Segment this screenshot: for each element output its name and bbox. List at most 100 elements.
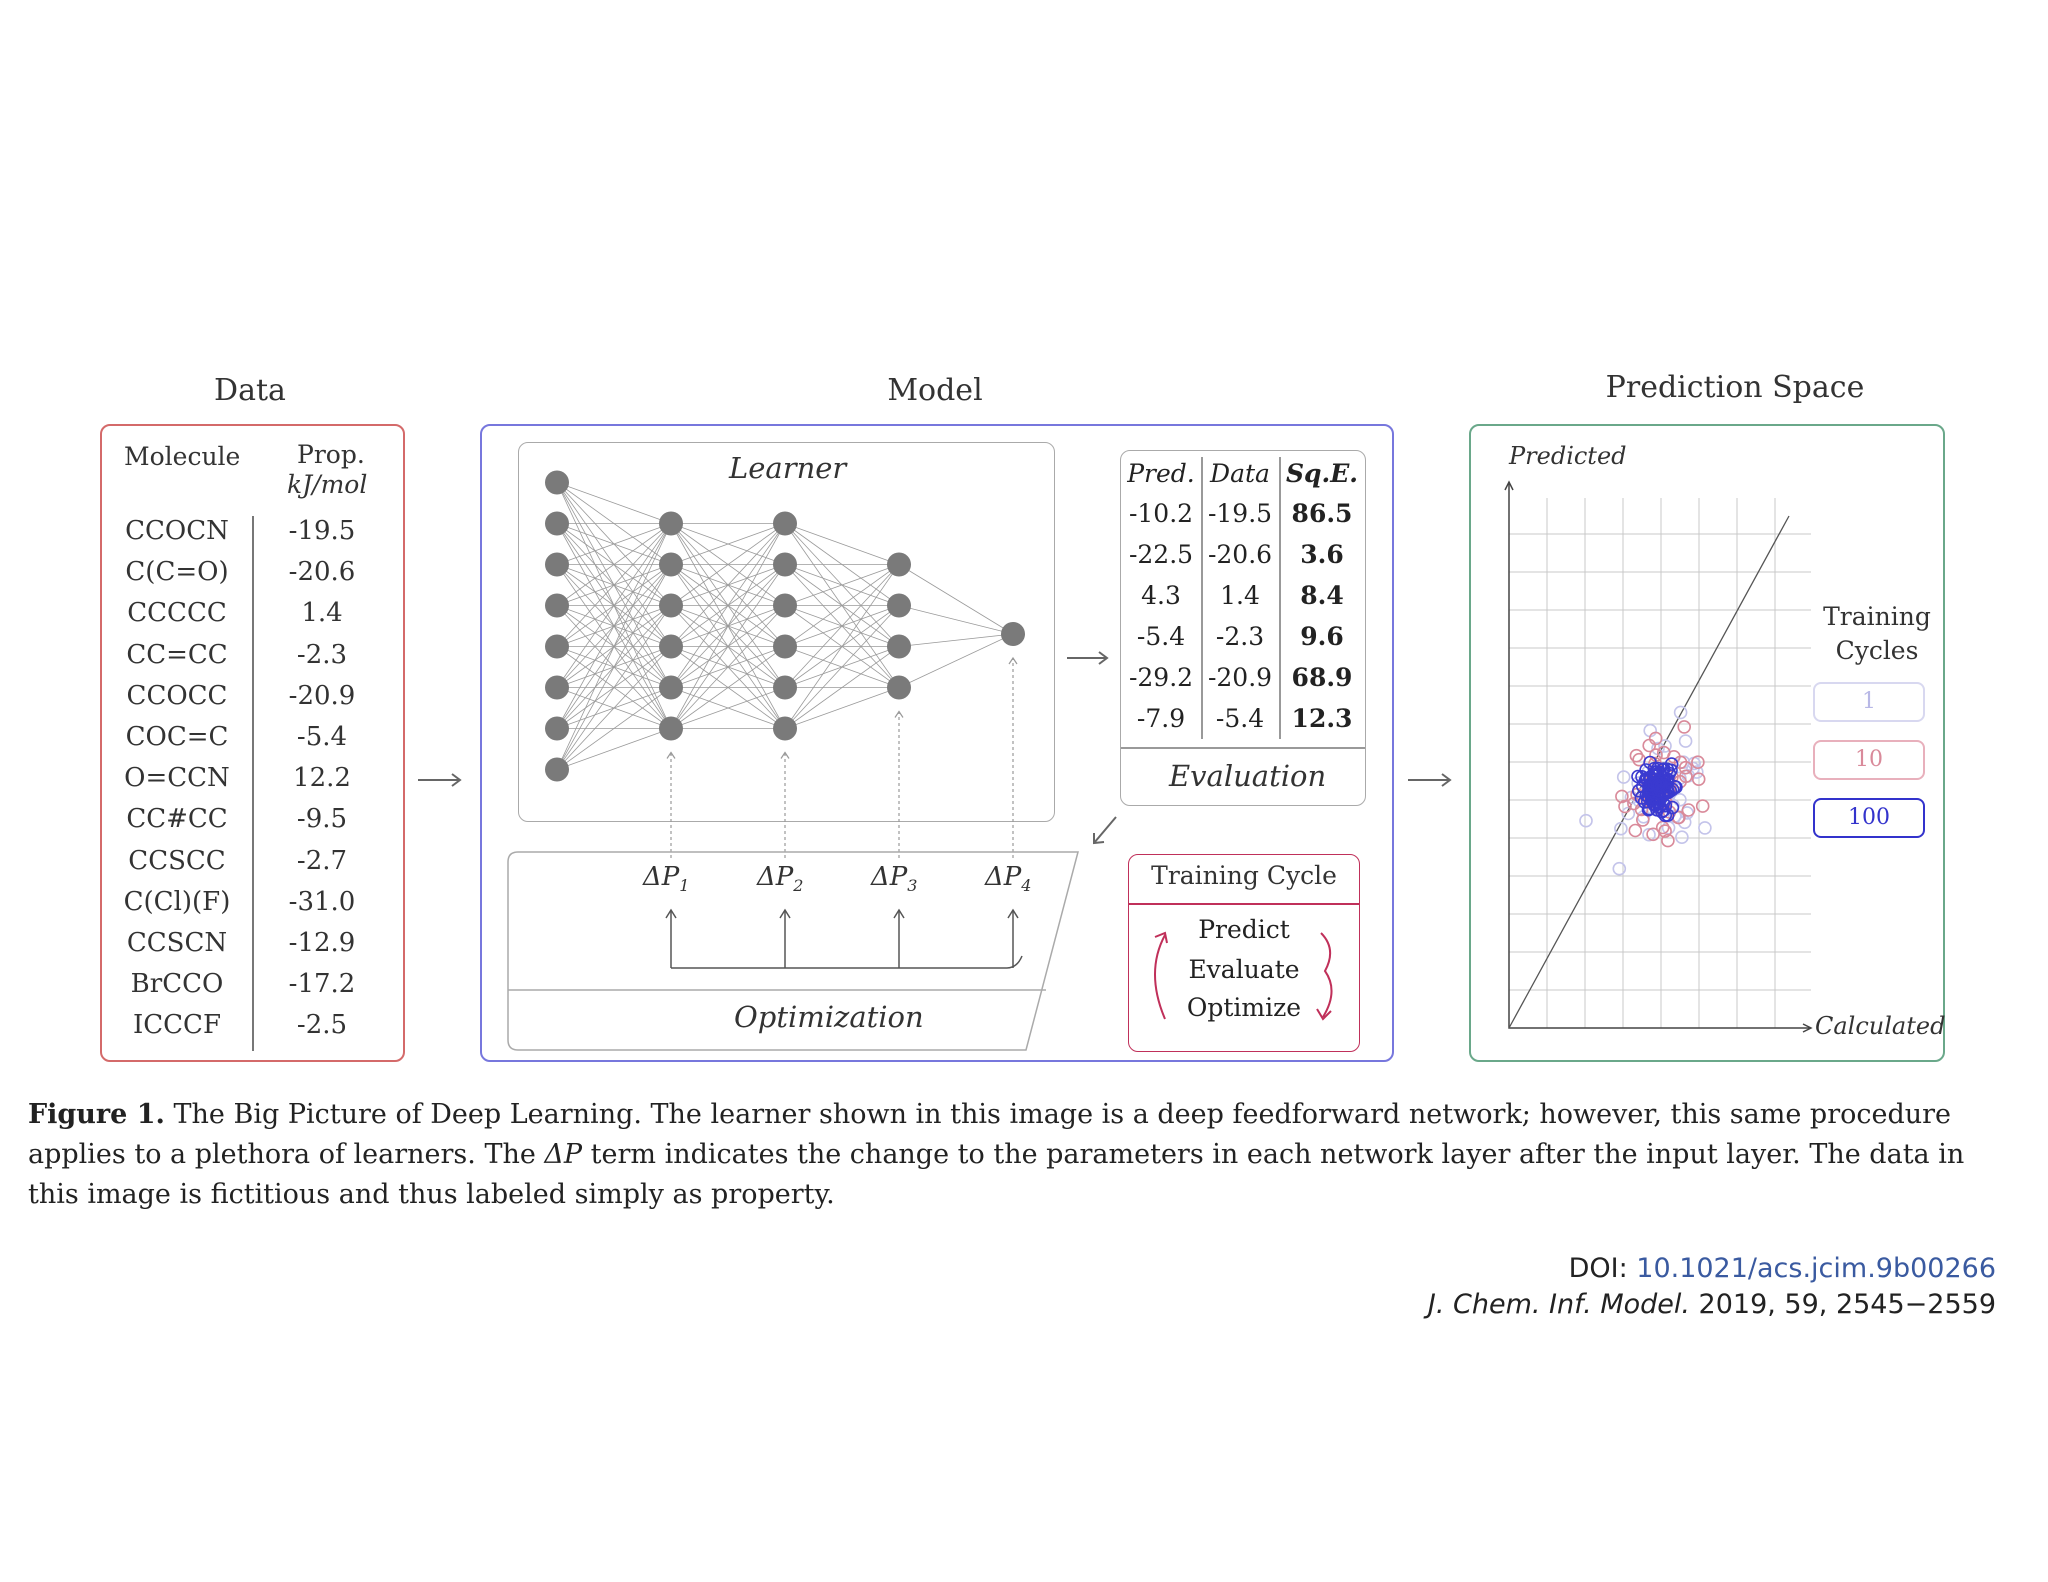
property-cell: -9.5 <box>296 804 348 835</box>
network-connection <box>556 523 672 647</box>
scatter-point <box>1579 813 1593 828</box>
prediction-panel: Predicted Calculated Training Cycles 1 1… <box>1469 424 1945 1062</box>
optimization-bus-line <box>671 955 1023 969</box>
network-connection <box>556 687 672 770</box>
delta-p-label: ΔP3 <box>871 862 918 896</box>
neural-network-diagram <box>545 470 1025 969</box>
evaluation-cell: -5.4 <box>1136 622 1186 651</box>
network-connection <box>670 523 786 606</box>
legend-item-100: 100 <box>1813 798 1925 838</box>
y-axis-arrowhead-icon <box>1504 480 1514 491</box>
evaluation-cell: 12.3 <box>1291 704 1353 733</box>
network-node <box>887 552 911 577</box>
learner-label: Learner <box>729 451 847 485</box>
network-connection <box>784 564 900 606</box>
caption-delta-symbol: ΔP <box>544 1139 583 1170</box>
molecule-cell: CCOCN <box>125 516 229 546</box>
evaluation-cell: 3.6 <box>1300 540 1344 569</box>
evaluation-label: Evaluation <box>1169 759 1327 793</box>
network-node <box>887 675 911 700</box>
network-connection <box>784 564 900 729</box>
property-cell: -12.9 <box>288 928 356 958</box>
network-connection <box>784 523 900 565</box>
cycle-step-predict: Predict <box>1198 915 1290 944</box>
learner-box: Learner <box>518 442 1055 822</box>
prop-unit-header: kJ/mol <box>287 470 368 499</box>
network-node <box>659 552 683 577</box>
molecule-cell: O=CCN <box>124 763 230 794</box>
network-connection <box>556 523 672 688</box>
scatter-point <box>1642 801 1657 816</box>
scatter-point <box>1639 763 1653 777</box>
scatter-point <box>1681 803 1696 817</box>
network-node <box>773 716 797 741</box>
evaluation-cell: -7.9 <box>1136 704 1186 733</box>
property-cell: -19.5 <box>288 516 356 546</box>
scatter-point <box>1629 748 1644 763</box>
scatter-point <box>1664 757 1679 771</box>
scatter-point <box>1636 813 1650 827</box>
scatter-point <box>1612 861 1627 876</box>
scatter-point <box>1678 760 1693 775</box>
network-node <box>773 634 797 659</box>
property-cell: -2.3 <box>296 639 348 670</box>
evaluation-header-cell: Data <box>1210 459 1270 488</box>
optimization-label: Optimization <box>734 1000 924 1034</box>
network-node <box>773 593 797 618</box>
evaluation-cell: -19.5 <box>1207 499 1273 528</box>
delta-p-label: ΔP4 <box>985 862 1032 896</box>
y-axis-label: Predicted <box>1509 442 1627 470</box>
figure-label: Figure 1. <box>28 1099 165 1130</box>
molecule-cell: CCOCC <box>126 680 228 711</box>
training-cycle-divider <box>1129 903 1359 905</box>
scatter-point <box>1647 775 1662 790</box>
molecule-cell: BrCCO <box>130 969 224 1000</box>
arrowhead-icon <box>894 710 904 718</box>
scatter-point <box>1656 803 1671 818</box>
network-node <box>545 675 569 700</box>
cycle-arrow-left-icon <box>1154 931 1168 1020</box>
scatter-point <box>1664 763 1678 778</box>
evaluation-cell: 8.4 <box>1300 581 1344 610</box>
molecule-cell: CC#CC <box>126 804 228 835</box>
evaluation-cell: 68.9 <box>1291 663 1353 692</box>
legend-title: Training Cycles <box>1817 600 1937 668</box>
evaluation-divider <box>1121 747 1365 749</box>
data-panel-title: Data <box>214 373 286 408</box>
evaluation-cell: -20.6 <box>1207 540 1273 569</box>
model-panel: Learner Pred. Data Sq.E. -10.2 -19.5 86.5 -22.… <box>480 424 1394 1062</box>
evaluation-header-cell: Sq.E. <box>1286 459 1358 488</box>
scatter-point <box>1698 821 1712 835</box>
network-node <box>545 552 569 577</box>
network-connection <box>670 687 786 729</box>
data-panel: Molecule Prop. kJ/mol CCOCN -19.5 C(C=O) -2… <box>100 424 405 1062</box>
legend-title-line1: Training <box>1823 602 1931 631</box>
network-node <box>659 593 683 618</box>
network-node <box>659 511 683 536</box>
scatter-point <box>1615 789 1629 804</box>
network-connection <box>556 564 672 770</box>
arrowhead-icon <box>1007 908 1019 919</box>
scatter-point <box>1656 796 1671 811</box>
network-connection <box>556 523 672 729</box>
network-connection <box>556 728 672 770</box>
model-panel-title: Model <box>887 373 983 408</box>
network-node <box>887 634 911 659</box>
network-connection <box>670 523 786 688</box>
x-axis-label: Calculated <box>1815 1012 1946 1040</box>
x-axis-arrowhead-icon <box>1802 1023 1813 1033</box>
journal-line: J. Chem. Inf. Model. 2019, 59, 2545−2559 <box>1428 1289 1996 1320</box>
doi-link[interactable]: 10.1021/acs.jcim.9b00266 <box>1636 1253 1996 1284</box>
journal-details: 2019, 59, 2545−2559 <box>1689 1289 1996 1320</box>
network-node <box>545 634 569 659</box>
network-node <box>659 634 683 659</box>
legend-item-1: 1 <box>1813 682 1925 722</box>
doi-prefix: DOI: <box>1568 1253 1637 1284</box>
prop-column-header: Prop. <box>297 440 365 469</box>
network-node <box>545 470 569 495</box>
molecule-cell: COC=C <box>125 722 229 752</box>
evaluation-header-cell: Pred. <box>1127 459 1195 488</box>
network-node <box>545 757 569 782</box>
evaluation-cell: -20.9 <box>1207 663 1273 692</box>
scatter-point <box>1648 777 1663 791</box>
